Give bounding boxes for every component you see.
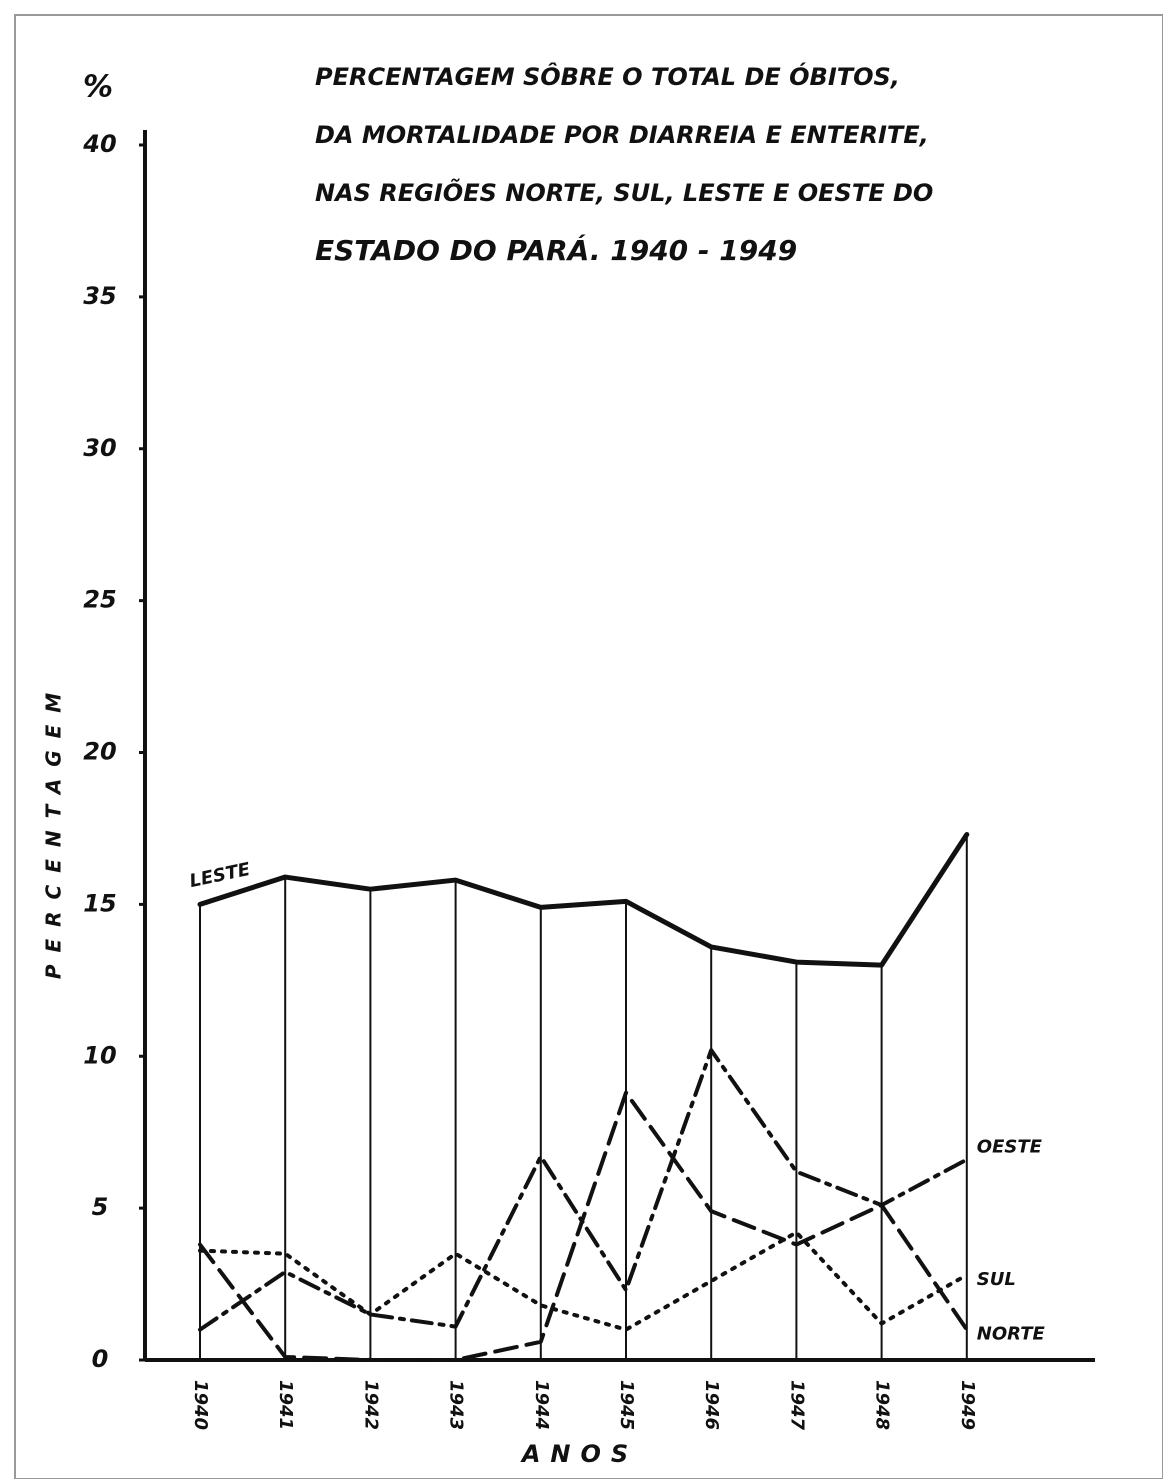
x-tick-label: 1941 (275, 1380, 296, 1430)
y-tick-label: 30 (83, 434, 116, 462)
y-tick-label: 10 (83, 1041, 116, 1069)
x-tick-label: 1948 (872, 1380, 893, 1430)
x-tick-label: 1944 (531, 1380, 552, 1430)
chart-title: DA MORTALIDADE POR DIARREIA E ENTERITE, (315, 121, 929, 149)
x-tick-label: 1947 (786, 1380, 807, 1431)
data-line (198, 1048, 969, 1332)
chart-title: NAS REGIÕES NORTE, SUL, LESTE E OESTE DO (315, 177, 933, 207)
frame (14, 14, 1163, 1479)
y-tick-label: 5 (92, 1193, 109, 1221)
y-tick-label: 20 (83, 738, 116, 766)
y-tick-label: 15 (83, 889, 116, 917)
x-tick-label: 1942 (360, 1380, 381, 1430)
series-label: SUL (977, 1269, 1016, 1290)
y-tick-label: 35 (83, 282, 116, 310)
chart-title: PERCENTAGEM SÔBRE O TOTAL DE ÓBITOS, (315, 61, 900, 91)
data-line (198, 1230, 969, 1332)
y-axis-label: PERCENTAGEM (42, 681, 66, 979)
y-unit: % (83, 70, 113, 105)
y-tick-label: 40 (82, 130, 116, 158)
x-tick-label: 1940 (190, 1380, 211, 1430)
x-tick-label: 1945 (616, 1380, 637, 1430)
data-line (197, 832, 970, 968)
data-line (198, 1090, 969, 1362)
series-label: NORTE (977, 1324, 1046, 1345)
x-tick-label: 1943 (446, 1380, 467, 1430)
y-tick-label: 0 (92, 1345, 109, 1373)
x-tick-label: 1946 (701, 1380, 722, 1430)
chart-title: ESTADO DO PARÁ. 1940 - 1949 (315, 233, 797, 267)
series-label: LESTE (188, 859, 253, 892)
series-label: OESTE (977, 1137, 1043, 1158)
x-axis-label: ANOS (520, 1440, 638, 1468)
x-tick-label: 1949 (957, 1380, 978, 1430)
y-tick-label: 25 (83, 586, 116, 614)
